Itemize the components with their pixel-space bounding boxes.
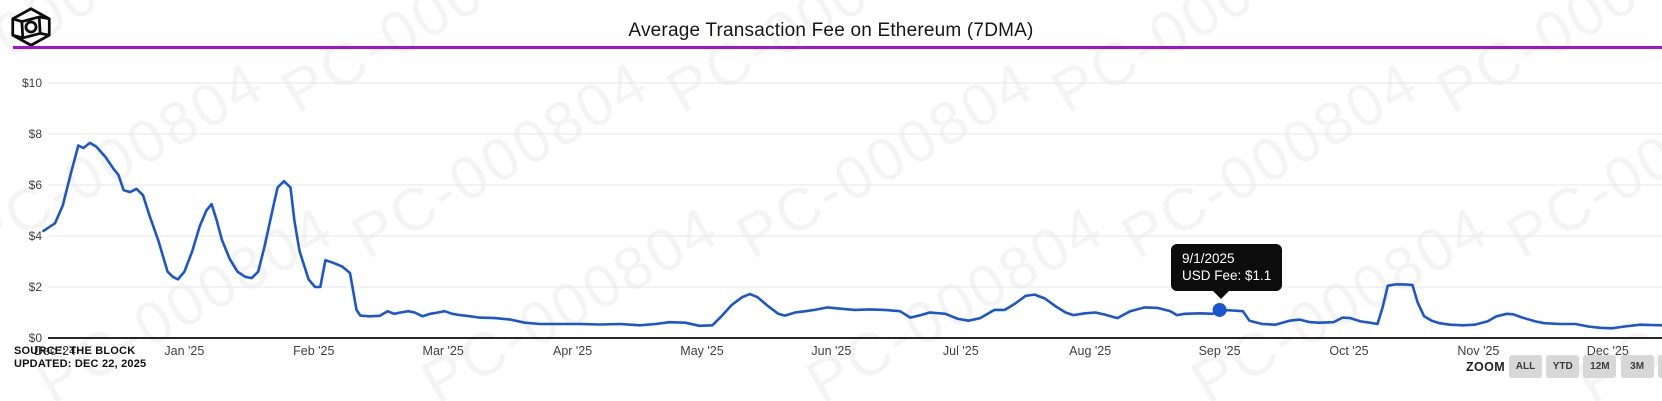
x-tick-label: Sep '25	[1198, 344, 1241, 358]
y-tick-label: $8	[28, 127, 42, 141]
x-tick-label: Jun '25	[811, 344, 852, 358]
the-block-logo-icon	[11, 7, 51, 47]
zoom-range-button-1m[interactable]: 1M	[1657, 355, 1662, 378]
accent-divider	[13, 46, 1662, 49]
tooltip-value: USD Fee: $1.1	[1182, 268, 1272, 283]
usd-fee-series-line[interactable]	[42, 141, 1662, 330]
x-tick-label: Jul '25	[942, 344, 979, 358]
updated-line: UPDATED: DEC 22, 2025	[14, 358, 147, 370]
x-tick-label: May '25	[680, 344, 724, 358]
zoom-range-button-3m[interactable]: 3M	[1620, 355, 1654, 378]
y-tick-label: $6	[28, 178, 42, 192]
x-tick-label: Feb '25	[293, 344, 335, 358]
x-tick-label: Nov '25	[1457, 344, 1500, 358]
tooltip: 9/1/2025 USD Fee: $1.1	[1171, 244, 1283, 299]
source-attribution: SOURCE: THE BLOCK UPDATED: DEC 22, 2025	[14, 345, 146, 371]
zoom-range-button-ytd[interactable]: YTD	[1546, 355, 1580, 378]
x-tick-label: Mar '25	[422, 344, 464, 358]
chart-title: Average Transaction Fee on Ethereum (7DM…	[628, 20, 1034, 41]
x-tick-label: Dec '25	[1586, 344, 1629, 358]
x-tick-label: Dec '24	[34, 344, 76, 358]
hover-point-marker[interactable]	[1212, 302, 1227, 317]
zoom-controls-label: ZOOM	[1466, 360, 1506, 374]
zoom-range-button-12m[interactable]: 12M	[1583, 355, 1617, 378]
x-tick-label: Apr '25	[552, 344, 593, 358]
source-line: SOURCE: THE BLOCK	[14, 345, 136, 357]
x-tick-label: Jan '25	[164, 344, 205, 358]
y-tick-label: $2	[28, 280, 42, 294]
y-tick-label: $10	[21, 76, 42, 90]
tooltip-date: 9/1/2025	[1182, 251, 1235, 266]
x-tick-label: Oct '25	[1329, 344, 1369, 358]
zoom-range-button-all[interactable]: ALL	[1509, 355, 1542, 378]
x-tick-label: Aug '25	[1069, 344, 1112, 358]
y-tick-label: $0	[28, 331, 42, 345]
y-tick-label: $4	[28, 229, 42, 243]
